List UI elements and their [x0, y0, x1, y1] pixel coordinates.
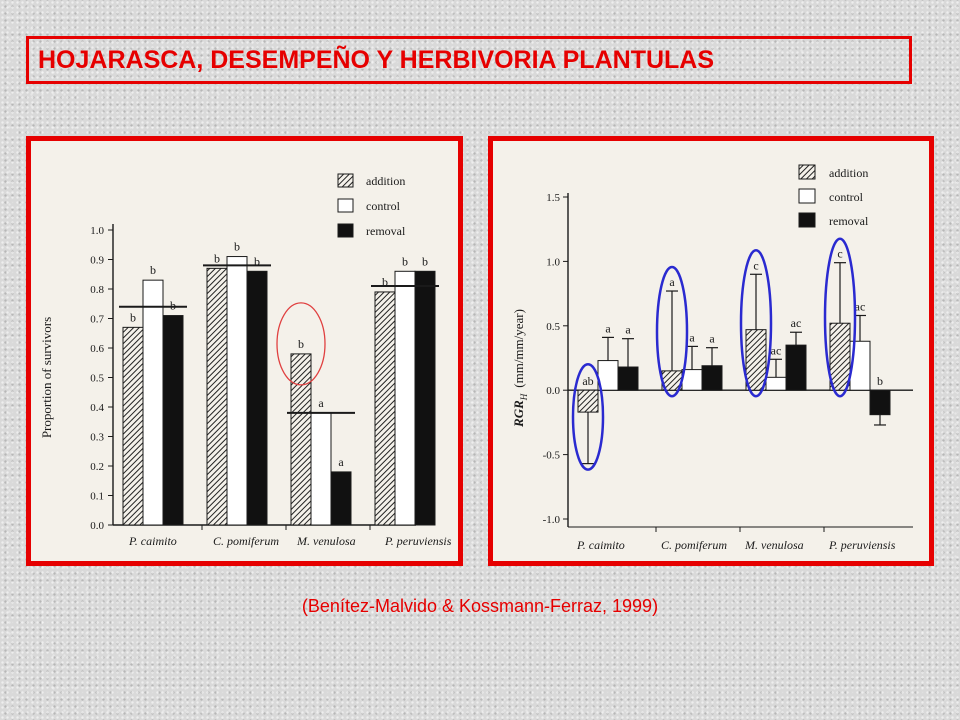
y-tick-label: 0.1	[90, 491, 104, 503]
bar-control-1	[226, 256, 248, 526]
significance-letter: a	[605, 321, 611, 335]
significance-letter: b	[254, 254, 260, 268]
significance-letter: b	[130, 310, 136, 324]
y-tick-label: 0.0	[546, 385, 560, 397]
significance-letter: ab	[582, 374, 593, 388]
significance-letter: b	[170, 299, 176, 313]
legend-label-removal: removal	[829, 214, 869, 228]
citation: (Benítez-Malvido & Kossmann-Ferraz, 1999…	[301, 596, 659, 616]
bar-removal-1	[701, 365, 723, 391]
bar-removal-3	[869, 389, 891, 416]
survival-chart: 0.0 0.1 0.2 0.3 0.4 0.5 0.6 0.7 0.8 0.9 1.0 Proport…	[39, 173, 452, 548]
legend-swatch-removal	[337, 223, 354, 238]
y-tick-label: 1.0	[546, 256, 560, 268]
bar-control-2	[310, 412, 332, 526]
bar-control-3	[394, 270, 416, 526]
significance-letter: ac	[791, 316, 802, 330]
legend-swatch-control	[798, 188, 816, 204]
y-tick-label: 0.6	[90, 343, 104, 355]
y-tick-label: -1.0	[543, 514, 561, 526]
y-axis-label-units: (mm/mm/year)	[511, 309, 526, 388]
page-title: HOJARASCA, DESEMPEÑO Y HERBIVORIA PLANTU…	[26, 36, 912, 84]
significance-letter: b	[422, 254, 428, 268]
legend-swatch-addition	[798, 164, 816, 180]
significance-letter: b	[402, 254, 408, 268]
y-axis-label: RGRH (mm/mm/year)	[511, 309, 529, 428]
y-tick-label: 0.9	[90, 255, 104, 267]
bar-removal-2	[330, 471, 352, 526]
x-tick-label: P. peruviensis	[384, 534, 452, 548]
y-tick-label: 1.5	[546, 192, 560, 204]
bar-removal-0	[617, 366, 639, 391]
significance-letter: a	[318, 396, 324, 410]
significance-letter: a	[709, 332, 715, 346]
significance-letter: b	[298, 337, 304, 351]
significance-letter: ac	[855, 299, 866, 313]
x-tick-label: M. venulosa	[296, 534, 356, 548]
y-tick-label: 1.0	[90, 225, 104, 237]
x-tick-label: C. pomiferum	[661, 538, 727, 552]
rgr-chart-panel: -1.0 -0.5 0.0 0.5 1.0 1.5 RGRH (mm/mm/year) P. c…	[488, 136, 934, 566]
legend-label-removal: removal	[366, 224, 406, 238]
bar-addition-3	[374, 291, 396, 526]
y-tick-label: -0.5	[543, 450, 561, 462]
y-tick-label: 0.8	[90, 284, 104, 296]
bar-addition-0	[577, 389, 599, 413]
y-tick-label: 0.5	[90, 373, 104, 385]
bar-control-1	[681, 369, 703, 391]
significance-letter: b	[382, 275, 388, 289]
y-tick-label: 0.7	[90, 314, 104, 326]
significance-letter: a	[625, 323, 631, 337]
legend-label-addition: addition	[366, 174, 405, 188]
bar-addition-0	[122, 326, 144, 526]
significance-letter: b	[150, 263, 156, 277]
highlight-ellipse	[655, 265, 689, 398]
bar-addition-2	[290, 353, 312, 526]
legend-swatch-addition	[337, 173, 354, 188]
significance-letter: c	[837, 247, 842, 261]
rgr-chart: -1.0 -0.5 0.0 0.5 1.0 1.5 RGRH (mm/mm/year) P. c…	[511, 164, 913, 552]
y-tick-label: 0.2	[90, 461, 104, 473]
significance-letter: a	[669, 275, 675, 289]
x-tick-label: C. pomiferum	[213, 534, 279, 548]
bar-addition-1	[206, 267, 228, 526]
y-tick-label: 0.5	[546, 321, 560, 333]
x-tick-label: M. venulosa	[744, 538, 804, 552]
significance-letter: c	[753, 258, 758, 272]
significance-letter: ac	[771, 343, 782, 357]
significance-letter: b	[877, 374, 883, 388]
highlight-ellipse	[571, 362, 605, 471]
survival-chart-panel: 0.0 0.1 0.2 0.3 0.4 0.5 0.6 0.7 0.8 0.9 1.0 Proport…	[26, 136, 463, 566]
significance-letter: b	[234, 240, 240, 254]
y-tick-label: 0.3	[90, 432, 104, 444]
x-tick-label: P. caimito	[128, 534, 177, 548]
significance-letter: b	[214, 251, 220, 265]
legend-label-addition: addition	[829, 166, 868, 180]
bar-addition-3	[829, 322, 851, 391]
x-tick-label: P. caimito	[576, 538, 625, 552]
y-axis-label: Proportion of survivors	[39, 317, 54, 438]
significance-letter: a	[689, 330, 695, 344]
legend-label-control: control	[829, 190, 864, 204]
legend-label-control: control	[366, 199, 401, 213]
bar-removal-3	[414, 270, 436, 526]
y-axis-label-sub: H	[519, 393, 529, 401]
legend-swatch-control	[337, 198, 354, 213]
bar-addition-2	[745, 329, 767, 391]
x-tick-label: P. peruviensis	[828, 538, 896, 552]
highlight-ellipse	[739, 249, 773, 398]
bar-removal-0	[162, 315, 184, 526]
y-tick-label: 0.0	[90, 520, 104, 532]
bar-removal-2	[785, 344, 807, 391]
y-axis-label-main: RGR	[511, 400, 526, 428]
bar-control-2	[765, 376, 787, 391]
bar-removal-1	[246, 270, 268, 526]
highlight-ellipse	[823, 237, 857, 398]
highlight-ellipse	[276, 302, 326, 386]
y-tick-label: 0.4	[90, 402, 104, 414]
significance-letter: a	[338, 455, 344, 469]
legend-swatch-removal	[798, 212, 816, 228]
bar-control-0	[142, 279, 164, 526]
